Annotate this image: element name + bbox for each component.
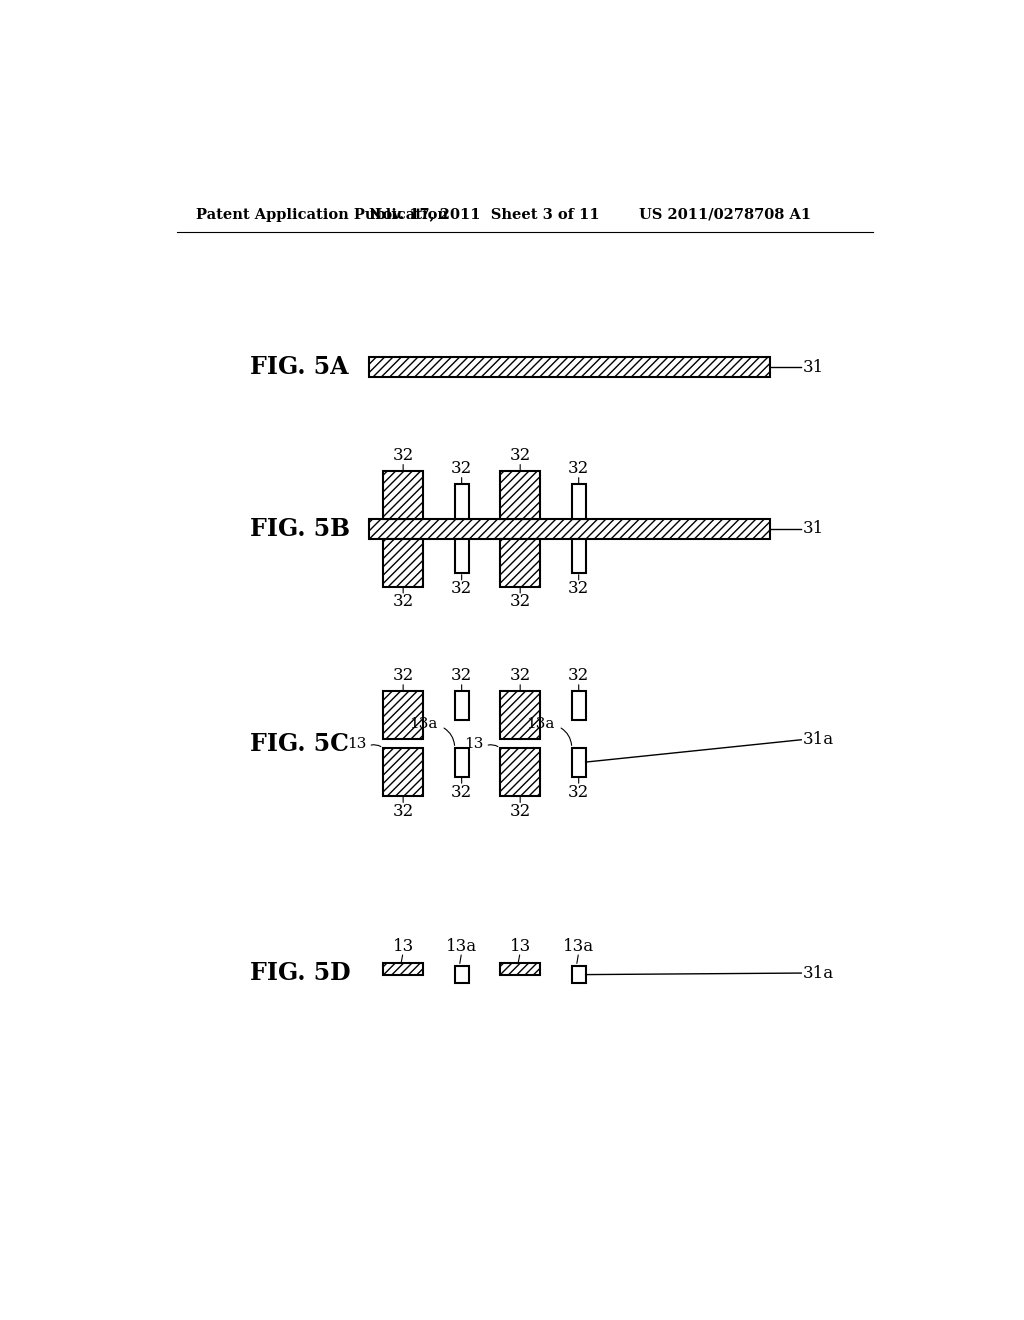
Bar — [370, 519, 770, 539]
Text: 31a: 31a — [803, 731, 834, 748]
Bar — [370, 358, 770, 378]
Text: 32: 32 — [510, 803, 530, 820]
Text: 32: 32 — [451, 581, 472, 598]
Bar — [571, 539, 586, 573]
Bar — [455, 966, 469, 983]
Text: 32: 32 — [451, 784, 472, 801]
Bar — [383, 692, 423, 739]
Bar — [571, 484, 586, 519]
Text: 32: 32 — [510, 668, 530, 684]
Text: 13a: 13a — [526, 717, 555, 731]
Bar — [571, 966, 586, 983]
Bar — [500, 539, 541, 586]
Text: 32: 32 — [392, 803, 414, 820]
Bar — [571, 692, 586, 719]
Text: 32: 32 — [510, 594, 530, 610]
Text: 13a: 13a — [410, 717, 438, 731]
Text: 13: 13 — [347, 737, 367, 751]
Bar — [455, 692, 469, 719]
Text: 32: 32 — [392, 447, 414, 465]
Bar — [455, 539, 469, 573]
Text: 31: 31 — [803, 520, 824, 537]
Text: FIG. 5D: FIG. 5D — [250, 961, 350, 985]
Text: 13: 13 — [392, 937, 414, 954]
Text: 13: 13 — [464, 737, 483, 751]
Text: FIG. 5B: FIG. 5B — [250, 516, 350, 541]
Text: Patent Application Publication: Patent Application Publication — [196, 207, 449, 222]
Text: 13a: 13a — [563, 937, 594, 954]
Text: 31a: 31a — [803, 965, 834, 982]
Bar — [500, 471, 541, 519]
Bar — [383, 539, 423, 586]
Bar — [455, 484, 469, 519]
Bar — [383, 964, 423, 975]
Bar — [500, 748, 541, 796]
Bar — [455, 748, 469, 776]
Text: 32: 32 — [451, 668, 472, 684]
Bar — [500, 964, 541, 975]
Text: 32: 32 — [392, 668, 414, 684]
Text: 13a: 13a — [446, 937, 477, 954]
Bar — [383, 748, 423, 796]
Text: US 2011/0278708 A1: US 2011/0278708 A1 — [639, 207, 811, 222]
Text: Nov. 17, 2011  Sheet 3 of 11: Nov. 17, 2011 Sheet 3 of 11 — [370, 207, 600, 222]
Text: 13: 13 — [510, 937, 530, 954]
Text: 32: 32 — [451, 461, 472, 478]
Text: 31: 31 — [803, 359, 824, 376]
Text: 32: 32 — [568, 668, 590, 684]
Text: FIG. 5A: FIG. 5A — [250, 355, 348, 379]
Text: FIG. 5C: FIG. 5C — [250, 731, 349, 755]
Bar — [571, 748, 586, 776]
Bar — [500, 692, 541, 739]
Text: 32: 32 — [568, 461, 590, 478]
Text: 32: 32 — [392, 594, 414, 610]
Bar — [383, 471, 423, 519]
Text: 32: 32 — [510, 447, 530, 465]
Text: 32: 32 — [568, 784, 590, 801]
Text: 32: 32 — [568, 581, 590, 598]
